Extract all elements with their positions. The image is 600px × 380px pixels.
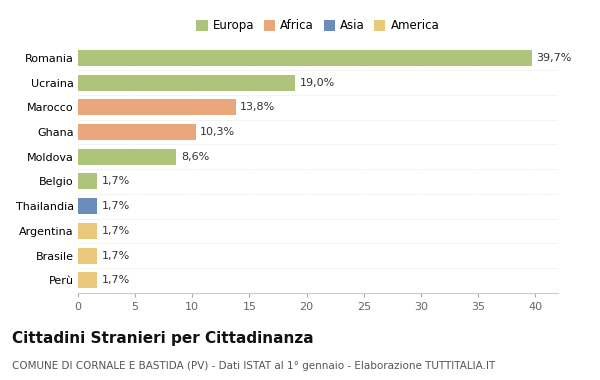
Text: 19,0%: 19,0% bbox=[300, 78, 335, 88]
Text: 10,3%: 10,3% bbox=[200, 127, 235, 137]
Bar bbox=[78, 272, 97, 288]
Bar bbox=[78, 99, 236, 116]
Text: 1,7%: 1,7% bbox=[102, 275, 130, 285]
Bar bbox=[78, 198, 97, 214]
Bar bbox=[78, 223, 97, 239]
Bar bbox=[78, 247, 97, 264]
Bar bbox=[78, 50, 532, 66]
Text: 1,7%: 1,7% bbox=[102, 176, 130, 187]
Bar bbox=[78, 149, 176, 165]
Text: 39,7%: 39,7% bbox=[536, 53, 572, 63]
Legend: Europa, Africa, Asia, America: Europa, Africa, Asia, America bbox=[194, 17, 442, 35]
Text: 8,6%: 8,6% bbox=[181, 152, 209, 162]
Text: 1,7%: 1,7% bbox=[102, 250, 130, 261]
Bar bbox=[78, 124, 196, 140]
Text: 13,8%: 13,8% bbox=[240, 102, 275, 112]
Bar bbox=[78, 173, 97, 190]
Text: 1,7%: 1,7% bbox=[102, 201, 130, 211]
Text: Cittadini Stranieri per Cittadinanza: Cittadini Stranieri per Cittadinanza bbox=[12, 331, 314, 345]
Text: 1,7%: 1,7% bbox=[102, 226, 130, 236]
Bar bbox=[78, 74, 295, 91]
Text: COMUNE DI CORNALE E BASTIDA (PV) - Dati ISTAT al 1° gennaio - Elaborazione TUTTI: COMUNE DI CORNALE E BASTIDA (PV) - Dati … bbox=[12, 361, 495, 371]
